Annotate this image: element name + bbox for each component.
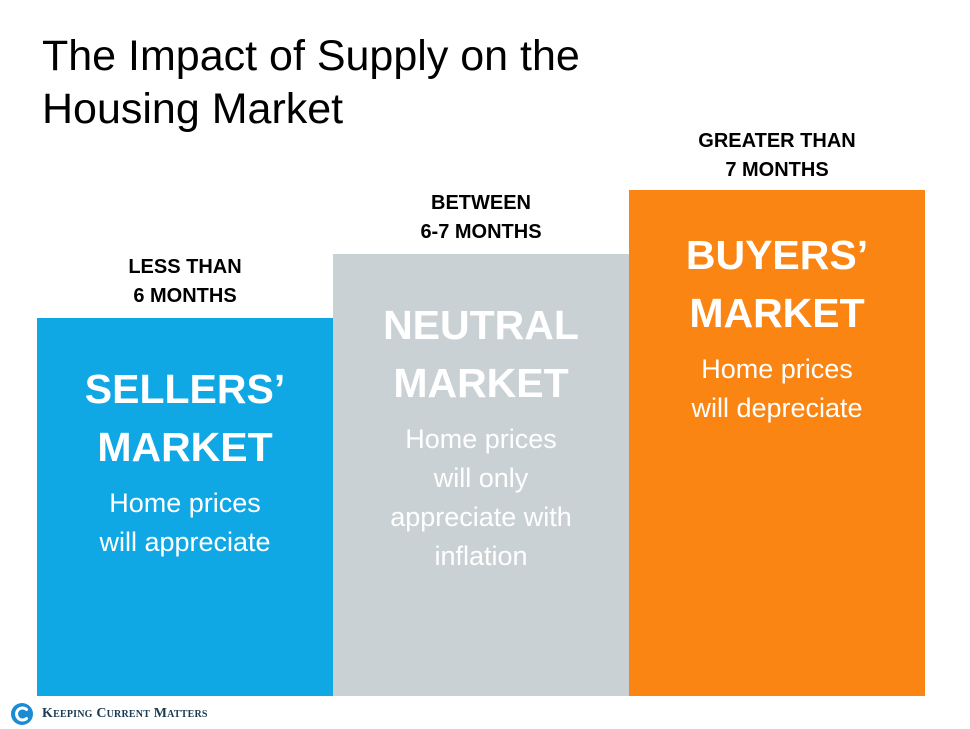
buyers-market-block: BUYERS’ MARKET Home prices will deprecia… — [629, 190, 925, 696]
buyers-market-heading: BUYERS’ MARKET — [629, 226, 925, 342]
kcm-logo-text: Keeping Current Matters — [42, 706, 208, 721]
sellers-range-label: LESS THAN 6 MONTHS — [37, 253, 333, 311]
title-line-2: Housing Market — [42, 85, 344, 133]
neutral-desc-line-1: Home prices — [405, 424, 557, 454]
sellers-desc-line-1: Home prices — [109, 488, 261, 518]
sellers-heading-line-1: SELLERS’ — [84, 366, 286, 412]
buyers-range-line-2: 7 MONTHS — [725, 159, 829, 181]
neutral-range-line-1: BETWEEN — [431, 192, 531, 214]
sellers-range-line-1: LESS THAN — [128, 256, 242, 278]
buyers-market-description: Home prices will depreciate — [629, 350, 925, 428]
neutral-range-label: BETWEEN 6-7 MONTHS — [333, 189, 629, 247]
sellers-desc-line-2: will appreciate — [99, 527, 271, 557]
neutral-range-line-2: 6-7 MONTHS — [420, 221, 542, 243]
sellers-market-block: SELLERS’ MARKET Home prices will appreci… — [37, 318, 333, 696]
neutral-desc-line-2: will only — [433, 463, 529, 493]
kcm-logo: Keeping Current Matters — [10, 701, 208, 727]
buyers-desc-line-2: will depreciate — [691, 393, 863, 423]
buyers-range-line-1: GREATER THAN — [698, 130, 856, 152]
neutral-market-description: Home prices will only appreciate with in… — [333, 420, 629, 576]
buyers-heading-line-2: MARKET — [689, 290, 865, 336]
sellers-market-heading: SELLERS’ MARKET — [37, 360, 333, 476]
sellers-market-description: Home prices will appreciate — [37, 484, 333, 562]
buyers-range-label: GREATER THAN 7 MONTHS — [629, 127, 925, 185]
neutral-desc-line-3: appreciate with — [390, 502, 572, 532]
neutral-desc-line-4: inflation — [434, 541, 528, 571]
neutral-market-heading: NEUTRAL MARKET — [333, 296, 629, 412]
sellers-range-line-2: 6 MONTHS — [133, 285, 237, 307]
buyers-heading-line-1: BUYERS’ — [685, 232, 869, 278]
kcm-logo-icon — [11, 703, 33, 725]
page-title: The Impact of Supply on the Housing Mark… — [42, 30, 682, 136]
neutral-market-block: NEUTRAL MARKET Home prices will only app… — [333, 254, 629, 696]
sellers-heading-line-2: MARKET — [97, 424, 273, 470]
title-line-1: The Impact of Supply on the — [42, 32, 580, 80]
neutral-heading-line-2: MARKET — [393, 360, 569, 406]
buyers-desc-line-1: Home prices — [701, 354, 853, 384]
neutral-heading-line-1: NEUTRAL — [383, 302, 579, 348]
